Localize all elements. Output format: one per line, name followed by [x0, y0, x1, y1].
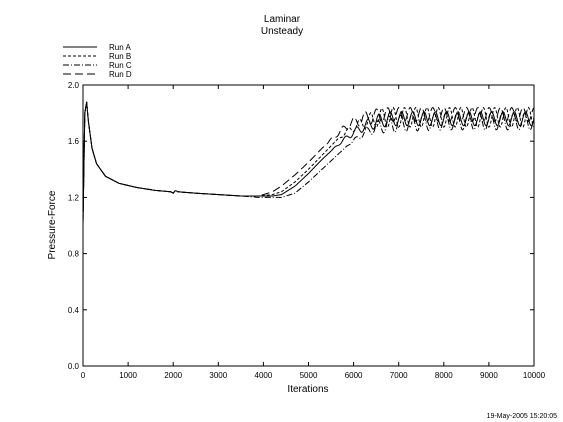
- chart-title: Laminar: [264, 14, 301, 25]
- y-tick-label: 0.0: [68, 362, 80, 371]
- y-axis-label: Pressure-Force: [47, 190, 58, 259]
- y-tick-label: 0.4: [68, 306, 80, 315]
- y-tick-label: 2.0: [68, 81, 80, 90]
- y-tick-label: 1.6: [68, 137, 80, 146]
- x-axis-label: Iterations: [287, 384, 328, 395]
- x-tick-label: 7000: [390, 371, 408, 380]
- axis-ticks: 0 1000 2000 3000 4000 5000 6000 7000 8000 9000 100…: [68, 81, 546, 380]
- timestamp: 19-May-2005 15:20:05: [487, 413, 558, 420]
- legend-label-run-d: Run D: [109, 70, 132, 79]
- x-tick-label: 9000: [480, 371, 498, 380]
- x-tick-label: 10000: [523, 371, 546, 380]
- x-tick-label: 4000: [255, 371, 273, 380]
- x-tick-label: 5000: [300, 371, 318, 380]
- series-line-run-a: [82, 101, 535, 223]
- x-tick-label: 8000: [435, 371, 453, 380]
- chart-subtitle: Unsteady: [261, 26, 303, 37]
- x-tick-label: 3000: [209, 371, 227, 380]
- legend-label-run-b: Run B: [109, 52, 131, 61]
- plot-frame: [82, 84, 535, 367]
- series-line-run-d: [82, 101, 535, 223]
- legend-label-run-a: Run A: [109, 43, 131, 52]
- series-layer: [82, 101, 535, 223]
- y-tick-label: 1.2: [68, 193, 80, 202]
- x-tick-label: 2000: [164, 371, 182, 380]
- x-tick-label: 6000: [345, 371, 363, 380]
- series-line-run-c: [82, 101, 535, 223]
- x-tick-label: 1000: [119, 371, 137, 380]
- y-tick-label: 0.8: [68, 250, 80, 259]
- x-tick-label: 0: [81, 371, 86, 380]
- legend: Run A Run B Run C Run D: [63, 43, 132, 79]
- legend-label-run-c: Run C: [109, 61, 132, 70]
